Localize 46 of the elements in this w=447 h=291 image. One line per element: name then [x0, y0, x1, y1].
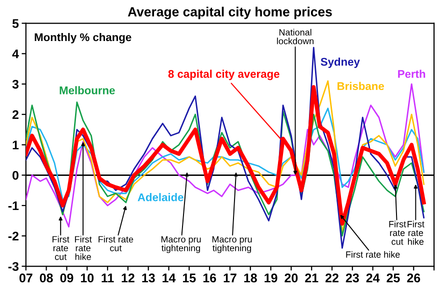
- x-tick-label: 21: [305, 274, 318, 282]
- x-tick-label: 08: [40, 274, 53, 282]
- series-label: Brisbane: [338, 82, 384, 90]
- x-tick-label: 07: [19, 274, 32, 282]
- y-tick-label: -3: [8, 262, 19, 271]
- y-tick-label: -2: [8, 232, 18, 240]
- annotation: National lockdown: [277, 28, 314, 44]
- y-tick-label: 2: [12, 110, 18, 119]
- y-tick-label: 0: [12, 170, 18, 180]
- x-tick-label: 11: [102, 274, 114, 282]
- x-tick-label: 17: [224, 274, 236, 282]
- x-tick-label: 10: [80, 274, 94, 282]
- annotation: First rate hike: [75, 236, 92, 260]
- x-tick-label: 18: [244, 274, 257, 282]
- x-tick-label: 13: [142, 274, 155, 282]
- x-tick-label: 14: [162, 274, 176, 282]
- annotation: First rate hike: [408, 220, 424, 245]
- text: 8 capital city average: [168, 70, 280, 80]
- chart-title: Average capital city home prices: [128, 6, 332, 20]
- x-tick-label: 15: [183, 274, 196, 282]
- x-tick-label: 12: [122, 274, 134, 282]
- series-label: Sydney: [320, 58, 360, 68]
- y-tick-label: 5: [12, 19, 19, 28]
- annotation: First rate hike: [346, 251, 400, 258]
- series-label: Perth: [398, 70, 426, 78]
- annotation: Macro pru tightening: [161, 236, 201, 254]
- y-tick-label: -1: [8, 201, 19, 210]
- annotation: First rate cut: [389, 220, 406, 245]
- annotation: First rate cut: [52, 236, 70, 260]
- y-tick-label: 3: [12, 80, 19, 89]
- x-tick-label: 26: [407, 274, 420, 282]
- annotation: Macro pru tightening: [212, 236, 252, 254]
- x-tick-label: 09: [60, 274, 74, 282]
- x-tick-label: 24: [366, 274, 380, 282]
- y-tick-label: 4: [12, 50, 19, 58]
- annotation: Monthly % change: [34, 33, 132, 44]
- x-tick-label: 19: [264, 274, 278, 282]
- y-tick-label: 1: [12, 140, 19, 150]
- x-tick-label: 23: [346, 274, 359, 282]
- x-tick-label: 16: [203, 274, 216, 282]
- series-label: Adelaide: [138, 193, 184, 202]
- series-label: Melbourne: [60, 86, 115, 94]
- x-tick-label: 20: [284, 274, 298, 282]
- x-tick-label: 25: [386, 274, 400, 282]
- annotation: First rate cut: [98, 236, 134, 252]
- x-tick-label: 22: [325, 274, 338, 282]
